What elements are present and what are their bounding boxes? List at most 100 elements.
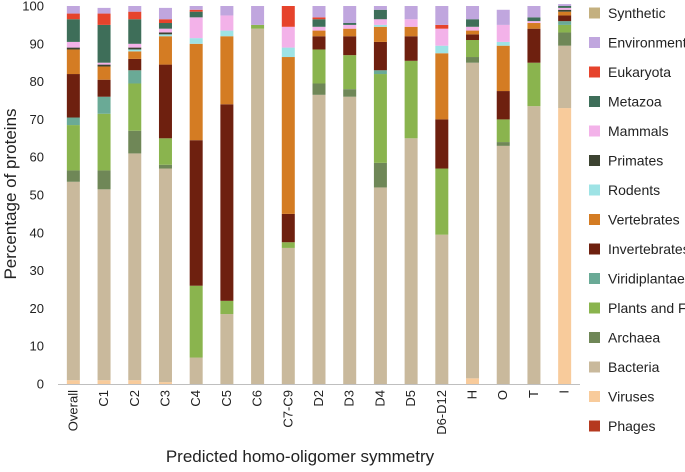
bar-segment — [128, 130, 142, 154]
legend-item: Mammals — [589, 123, 669, 139]
bar-segment — [128, 43, 142, 48]
bar-segment — [558, 11, 572, 16]
bar-segment — [97, 96, 111, 114]
bar-segment — [558, 108, 572, 384]
bar-segment — [128, 49, 142, 52]
bar-segment — [373, 24, 387, 27]
bar-segment — [97, 189, 111, 381]
bar-segment — [158, 19, 172, 24]
x-tick-label: D6-D12 — [434, 390, 449, 435]
y-tick-label: 20 — [30, 301, 44, 316]
bar-segment — [97, 64, 111, 67]
bar-segment — [435, 45, 449, 54]
legend-item: Vertebrates — [589, 212, 680, 228]
bar-segment — [158, 28, 172, 33]
bar-segment — [97, 113, 111, 171]
x-tick-label: D3 — [342, 390, 357, 407]
legend-label: Mammals — [608, 123, 669, 139]
x-tick-label: D2 — [311, 390, 326, 407]
bar-segment — [281, 26, 295, 48]
bar-segment — [312, 17, 326, 20]
bar-segment — [466, 34, 480, 41]
bar-segment — [435, 53, 449, 120]
bar-segment — [128, 58, 142, 71]
legend-item: Primates — [589, 153, 663, 169]
y-tick-label: 40 — [30, 225, 44, 240]
bar-segment — [527, 28, 541, 63]
bar-segment — [158, 23, 172, 29]
bar-segment — [496, 24, 510, 42]
bar-segment — [496, 45, 510, 92]
legend-swatch — [589, 420, 600, 432]
bar-segment — [496, 91, 510, 120]
bar-segment — [281, 242, 295, 248]
legend-item: Archaea — [589, 330, 660, 346]
legend-swatch — [589, 66, 600, 78]
y-tick-label: 100 — [22, 0, 44, 14]
bar-segment — [343, 55, 357, 90]
bar-segment — [251, 24, 265, 29]
bar-segment — [466, 26, 480, 31]
plot-area — [66, 4, 572, 385]
bar-segment — [66, 49, 80, 75]
bar-segment — [189, 140, 203, 286]
legend-label: Plants and Fungi — [608, 300, 685, 316]
bar-segment — [373, 187, 387, 384]
bar-segment — [281, 47, 295, 58]
bar-segment — [128, 153, 142, 381]
bar-segment — [66, 117, 80, 126]
bar-segment — [343, 96, 357, 384]
bar-segment — [343, 23, 357, 25]
bar-segment — [343, 28, 357, 37]
legend-label: Phages — [608, 418, 655, 434]
bar-segment — [281, 213, 295, 243]
legend-swatch — [589, 391, 600, 402]
bar-segment — [220, 6, 234, 16]
bar-segment — [558, 7, 572, 10]
bar-segment — [189, 6, 203, 10]
legend-swatch — [589, 155, 600, 166]
bar-segment — [404, 36, 418, 61]
bar-segment — [97, 380, 111, 384]
bar-segment — [128, 70, 142, 84]
bar-segment — [527, 17, 541, 22]
y-tick-label: 10 — [30, 339, 44, 354]
legend-swatch — [589, 361, 600, 373]
legend-swatch — [589, 37, 600, 48]
bar-segment — [312, 83, 326, 95]
legend-swatch — [589, 214, 600, 225]
bar-segment — [466, 62, 480, 379]
legend-label: Eukaryota — [608, 64, 671, 80]
legend-item: Synthetic — [589, 5, 666, 21]
legend-item: Phages — [589, 418, 655, 434]
bar-segment — [66, 41, 80, 48]
bar-segment — [343, 36, 357, 56]
bar-segment — [66, 181, 80, 381]
x-tick-label: C2 — [127, 390, 142, 407]
bar-segment — [373, 26, 387, 42]
bar-segment — [189, 17, 203, 39]
bar-segment — [97, 62, 111, 65]
bar-segment — [158, 382, 172, 384]
y-tick-label: 60 — [30, 150, 44, 165]
legend-item: Bacteria — [589, 359, 660, 375]
bar-segment — [220, 300, 234, 315]
bar-segment — [343, 6, 357, 24]
legend-item: Viridiplantae — [589, 271, 685, 287]
bar-segment — [66, 19, 80, 42]
bar-segment — [128, 51, 142, 59]
legend-label: Metazoa — [608, 94, 662, 110]
bar-segment — [466, 40, 480, 58]
bar-segment — [97, 24, 111, 63]
y-tick-label: 90 — [30, 36, 44, 51]
bar-segment — [404, 6, 418, 20]
bar-segment — [128, 11, 142, 20]
legend-item: Plants and Fungi — [589, 300, 685, 316]
bar-segment — [97, 170, 111, 190]
bar-segment — [281, 247, 295, 384]
bar-segment — [158, 64, 172, 139]
bar-segment — [312, 36, 326, 50]
bar-segment — [373, 70, 387, 75]
bar-segment — [373, 19, 387, 25]
bar-segment — [496, 9, 510, 25]
